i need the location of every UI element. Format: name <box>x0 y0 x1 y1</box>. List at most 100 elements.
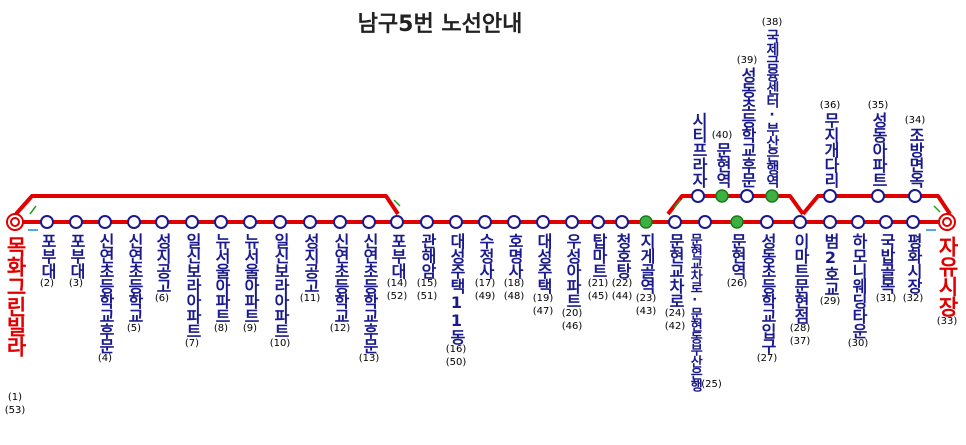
stop-number: (19) <box>532 293 554 304</box>
stop-label: 신연초등학교후문 <box>360 233 379 353</box>
stop-number: (23) <box>635 293 657 304</box>
right-loop-a <box>666 194 805 216</box>
stop-label: 포부대 <box>38 233 57 278</box>
stop-numbers: (15) (51) <box>417 278 438 303</box>
stop-numbers: (20) (46) <box>562 308 583 333</box>
stop-label: 탑마트 <box>589 233 608 278</box>
stop-number: (52) <box>386 290 408 302</box>
stop-number: (5) <box>126 323 142 334</box>
stop-dot <box>10 217 20 227</box>
stop-number: (32) <box>902 293 924 304</box>
stop-number: (1) <box>7 392 23 403</box>
stop-dot <box>715 189 729 203</box>
upper-stop: 시티프라자 <box>689 112 708 187</box>
stop-label: 시티프라자 <box>689 112 708 187</box>
stop-dot <box>273 215 287 229</box>
stop: 성동초등학교입구 (27) <box>757 233 778 366</box>
upper-stop: (34) 조방면옥 <box>905 115 926 188</box>
stop-number: (28) <box>789 323 811 334</box>
stop-numbers: (18) (48) <box>504 278 525 303</box>
stop-number: (25) <box>701 378 722 390</box>
stop-dot <box>639 215 653 229</box>
stop-numbers: (32) <box>903 293 924 306</box>
stop-label: 문현교차로·문현동부산은행 <box>687 233 703 391</box>
stop-label: 목화그린빌라 <box>3 236 28 356</box>
stop-number: (22) <box>611 278 633 289</box>
stop-numbers: (14) (52) <box>387 278 408 303</box>
stop-label: 뉴서울아파트 <box>241 233 260 323</box>
stop-dot <box>698 215 712 229</box>
stop-dot <box>243 215 257 229</box>
stop-number: (17) <box>474 278 496 289</box>
stop-label: 국밥골목 <box>877 233 896 293</box>
stop-dot <box>730 215 744 229</box>
stop: 범2호교 (29) <box>820 233 841 309</box>
stop-label: 수정사 <box>476 233 495 278</box>
left-loop <box>14 194 400 216</box>
stop-number: (29) <box>819 296 841 307</box>
stop: 목화그린빌라 (1) (53) <box>3 236 28 417</box>
arrow <box>933 205 941 213</box>
stop-numbers: (7) <box>185 338 199 351</box>
stop-number: (13) <box>358 353 380 364</box>
stop-label: 무지개다리 <box>821 112 840 187</box>
stop-label: 조방면옥 <box>906 127 925 187</box>
stop: 성지공고 (11) <box>300 233 321 306</box>
stop-dot <box>333 215 347 229</box>
stop-dot <box>69 215 83 229</box>
stop-numbers: (24) (42) <box>665 308 686 333</box>
stop-label: 성지공고 <box>153 233 172 293</box>
stop-label: 신연초등학교 <box>125 233 144 323</box>
stop-numbers: (1) (53) <box>5 392 26 417</box>
stop: 하모니웨딩타운 (30) <box>848 233 869 351</box>
stop-number: (34) <box>904 114 926 126</box>
stop: 신연초등학교 (5) <box>125 233 144 336</box>
stop-numbers: (4) <box>98 353 112 366</box>
stop-number: (6) <box>154 293 170 304</box>
stop-label: 평화시장 <box>904 233 923 293</box>
stop-label: 문현교차로 <box>666 233 685 308</box>
arrow <box>29 205 37 215</box>
stop-number: (4) <box>97 353 113 364</box>
stop-number: (45) <box>587 290 609 302</box>
stop-dot <box>906 215 920 229</box>
stop-label: 청호탕 <box>613 233 632 278</box>
stop-number: (42) <box>664 320 686 332</box>
stop-number: (27) <box>756 353 778 364</box>
stop: 뉴서울아파트 (8) <box>212 233 231 336</box>
stop-number: (51) <box>416 290 438 302</box>
stop-dot <box>668 215 682 229</box>
stop-numbers: (11) <box>300 293 321 306</box>
stop-dot <box>390 215 404 229</box>
stop-numbers: (13) <box>359 353 380 366</box>
stop-numbers: (25) <box>701 379 722 392</box>
stop-number: (39) <box>736 54 758 66</box>
stop-label: 뉴서울아파트 <box>212 233 231 323</box>
stop-numbers: (9) <box>243 323 257 336</box>
stop: 우성아파트 (20) (46) <box>562 233 583 333</box>
stop-number: (26) <box>726 278 748 289</box>
stop-number: (46) <box>561 320 583 332</box>
stop-dot <box>214 215 228 229</box>
stop-dot <box>507 215 521 229</box>
stop-label: 관해암 <box>418 233 437 278</box>
stop: 성지공고 (6) <box>153 233 172 306</box>
stop-label: 성동초등학교후문 <box>738 67 757 187</box>
stop-numbers: (2) <box>40 278 54 291</box>
stop: 지게골역 (23) (43) <box>636 233 657 318</box>
stop-numbers: (6) <box>155 293 169 306</box>
stop-numbers: (12) <box>330 323 351 336</box>
stop-number: (53) <box>4 404 26 416</box>
stop: 문현역 (26) <box>727 233 748 291</box>
stop: 신연초등학교 (12) <box>330 233 351 336</box>
stop-dot <box>40 215 54 229</box>
stop-label: 문현역 <box>728 233 747 278</box>
upper-stop: (36) 무지개다리 <box>820 100 841 188</box>
stop-number: (15) <box>416 278 438 289</box>
stop-numbers: (8) <box>214 323 228 336</box>
stop-number: (33) <box>936 316 958 327</box>
stop-dot <box>740 189 754 203</box>
stop-label: 대성주택11동 <box>447 233 466 344</box>
stop-number: (18) <box>503 278 525 289</box>
